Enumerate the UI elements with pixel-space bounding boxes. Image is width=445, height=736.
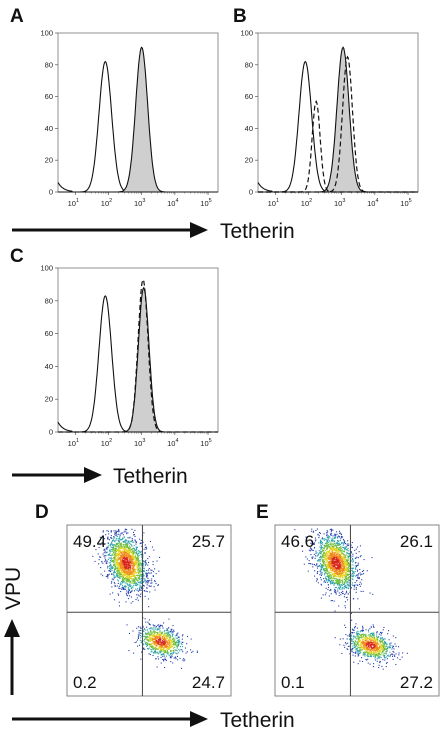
quadrant-value-top-right: 26.1: [400, 532, 433, 551]
scatter-e: 46.6 26.1 0.1 27.2: [274, 524, 440, 697]
x-tick-label: 104: [167, 198, 178, 208]
y-tick-label: 20: [45, 395, 53, 404]
tetherin-label-top: Tetherin: [220, 220, 295, 243]
vpu-arrow: [4, 619, 20, 695]
histogram-series-3: [58, 278, 218, 433]
y-tick-label: 60: [245, 92, 253, 101]
x-tick-label: 105: [200, 198, 211, 208]
y-tick-label: 80: [45, 60, 53, 69]
y-tick-label: 0: [249, 188, 253, 197]
x-tick-label: 105: [200, 438, 211, 448]
tetherin-label-bottom: Tetherin: [220, 709, 295, 732]
x-tick-label: 101: [68, 198, 79, 208]
x-tick-label: 103: [134, 198, 145, 208]
y-tick-label: 80: [45, 296, 53, 305]
y-tick-label: 20: [45, 156, 53, 165]
tetherin-label-mid: Tetherin: [113, 465, 188, 488]
x-tick-label: 102: [101, 438, 112, 448]
histogram-series-2: [58, 286, 218, 433]
tetherin-arrow-bottom: [12, 711, 208, 727]
y-tick-label: 100: [40, 264, 53, 273]
panel-label-d: D: [35, 502, 49, 523]
y-tick-label: 20: [245, 156, 253, 165]
histogram-b: 0 20 40 60 80 100 101 102 103 104 105: [240, 29, 419, 208]
y-tick-label: 0: [49, 428, 53, 437]
x-tick-label: 103: [334, 198, 345, 208]
y-tick-label: 60: [45, 329, 53, 338]
quadrant-value-top-right: 25.7: [192, 532, 225, 551]
x-tick-label: 102: [301, 198, 312, 208]
panel-label-c: C: [10, 246, 24, 267]
tetherin-arrow-top: [12, 222, 208, 238]
x-tick-label: 101: [68, 438, 79, 448]
y-tick-label: 60: [45, 92, 53, 101]
vpu-label: VPU: [2, 567, 25, 610]
x-tick-label: 104: [367, 198, 378, 208]
y-tick-label: 100: [240, 29, 253, 38]
scatter-frame: [66, 524, 232, 697]
x-tick-label: 105: [400, 198, 411, 208]
scatter-points: [294, 528, 408, 670]
y-tick-label: 40: [245, 124, 253, 133]
histogram-c: 0 20 40 60 80 100 101 102 103 104 105: [40, 264, 219, 448]
histogram-series-4: [258, 55, 418, 193]
x-tick-label: 101: [268, 198, 279, 208]
y-tick-label: 0: [49, 188, 53, 197]
quadrant-value-bottom-right: 24.7: [192, 673, 225, 692]
y-tick-label: 40: [45, 362, 53, 371]
x-tick-label: 102: [101, 198, 112, 208]
quadrant-value-bottom-right: 27.2: [400, 673, 433, 692]
x-tick-label: 103: [134, 438, 145, 448]
quadrant-value-bottom-left: 0.1: [281, 673, 305, 692]
scatter-points: [92, 528, 198, 669]
panel-label-e: E: [256, 502, 269, 523]
y-tick-label: 40: [45, 124, 53, 133]
quadrant-value-top-left: 46.6: [281, 532, 314, 551]
panel-label-a: A: [10, 6, 24, 27]
x-tick-label: 104: [167, 438, 178, 448]
quadrant-value-top-left: 49.4: [73, 532, 106, 551]
quadrant-value-bottom-left: 0.2: [73, 673, 97, 692]
tetherin-arrow-mid: [12, 467, 102, 483]
histogram-series-2: [58, 46, 218, 193]
scatter-frame: [274, 524, 440, 697]
y-tick-label: 100: [40, 29, 53, 38]
scatter-d: 49.4 25.7 0.2 24.7: [66, 524, 232, 697]
y-tick-label: 80: [245, 60, 253, 69]
histogram-a: 0 20 40 60 80 100 101 102 103 104 105: [40, 29, 219, 208]
panel-label-b: B: [233, 6, 247, 27]
